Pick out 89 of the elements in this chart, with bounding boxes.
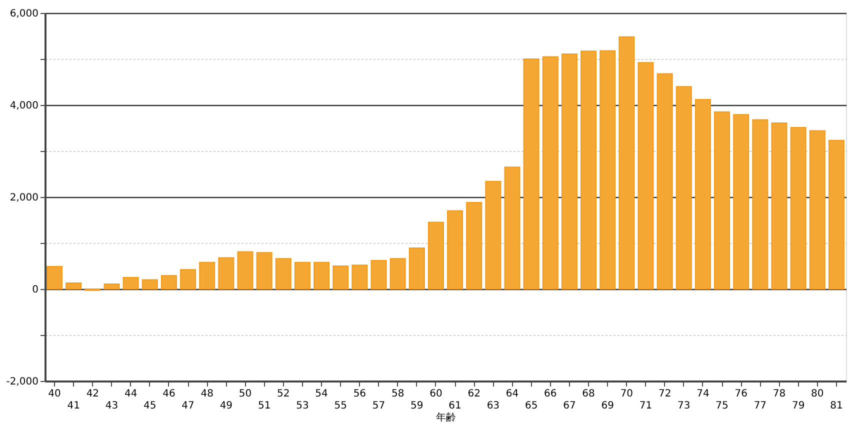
bar <box>600 50 616 290</box>
bar <box>523 58 540 290</box>
x-tick-label: 76 <box>734 388 748 400</box>
bar <box>561 53 578 290</box>
bar <box>580 50 597 290</box>
x-tick-label: 78 <box>772 388 786 400</box>
x-tick-label: 65 <box>524 400 538 412</box>
x-tick-label: 53 <box>296 400 309 412</box>
bar <box>256 252 272 290</box>
bar <box>618 36 635 290</box>
x-tick-label: 45 <box>144 400 156 412</box>
x-tick-label: 48 <box>200 388 214 400</box>
x-tick-label: 77 <box>754 400 767 412</box>
bar <box>790 127 806 290</box>
bar <box>466 202 482 290</box>
x-tick-label: 60 <box>430 388 442 400</box>
x-tick-label: 55 <box>334 400 347 412</box>
y-tick-label: 0 <box>32 284 38 296</box>
bar <box>199 262 216 290</box>
bar <box>160 275 177 290</box>
x-tick-label: 50 <box>238 388 252 400</box>
x-tick-label: 75 <box>716 400 728 412</box>
x-tick-label: 63 <box>486 400 500 412</box>
bar <box>447 210 464 290</box>
x-tick-label: 51 <box>258 400 271 412</box>
x-tick-label: 57 <box>372 400 386 412</box>
bar <box>370 260 387 290</box>
x-tick-label: 46 <box>162 388 176 400</box>
x-tick-label: 64 <box>506 388 519 400</box>
bar <box>428 222 444 290</box>
y-tick-label: 6,000 <box>10 8 38 20</box>
bar <box>332 266 349 290</box>
bar <box>828 140 844 290</box>
bar <box>352 264 368 290</box>
bar <box>638 62 654 290</box>
bar <box>733 114 750 290</box>
bar <box>408 248 425 290</box>
bar <box>46 266 63 290</box>
y-tick-label: 4,000 <box>10 100 38 112</box>
x-tick-label: 43 <box>105 400 118 412</box>
x-tick-label: 67 <box>563 400 576 412</box>
bar <box>294 262 310 290</box>
x-tick-label: 70 <box>620 388 634 400</box>
bar <box>771 122 788 290</box>
bar <box>237 251 254 290</box>
bar <box>122 277 139 290</box>
bar <box>218 257 234 290</box>
x-tick-label: 54 <box>315 388 328 400</box>
x-tick-label: 59 <box>410 400 424 412</box>
x-tick-label: 66 <box>544 388 557 400</box>
bar <box>656 73 673 290</box>
x-tick-label: 56 <box>353 388 366 400</box>
bar <box>504 166 520 290</box>
bar <box>542 56 558 290</box>
bar <box>66 282 82 290</box>
bar <box>390 258 406 290</box>
x-tick-label: 41 <box>67 400 80 412</box>
y-tick-label: -2,000 <box>6 376 38 388</box>
x-tick-label: 44 <box>124 388 138 400</box>
x-tick-label: 49 <box>220 400 233 412</box>
bar <box>275 258 292 290</box>
x-tick-label: 72 <box>658 388 672 400</box>
bar <box>314 262 330 290</box>
x-tick-label: 52 <box>277 388 290 400</box>
x-tick-label: 42 <box>86 388 100 400</box>
bar <box>485 180 502 290</box>
x-tick-label: 71 <box>639 400 652 412</box>
x-tick-label: 58 <box>391 388 404 400</box>
x-tick-label: 80 <box>811 388 824 400</box>
x-tick-label: 74 <box>696 388 710 400</box>
x-tick-label: 79 <box>792 400 805 412</box>
bar <box>104 283 120 290</box>
x-tick-label: 47 <box>182 400 194 412</box>
bar <box>676 86 692 290</box>
x-tick-label: 81 <box>830 400 843 412</box>
bar <box>752 119 768 290</box>
x-tick-label: 73 <box>678 400 690 412</box>
x-tick-label: 62 <box>468 388 480 400</box>
bar <box>180 269 196 290</box>
bar <box>809 130 826 290</box>
x-tick-label: 61 <box>448 400 462 412</box>
bar <box>714 111 730 290</box>
bar <box>694 98 711 290</box>
x-tick-label: 68 <box>582 388 595 400</box>
x-tick-label: 40 <box>48 388 61 400</box>
x-tick-label: 69 <box>601 400 614 412</box>
bar <box>142 279 158 290</box>
x-axis-title: 年齢 <box>436 412 456 424</box>
y-tick-label: 2,000 <box>10 192 38 204</box>
